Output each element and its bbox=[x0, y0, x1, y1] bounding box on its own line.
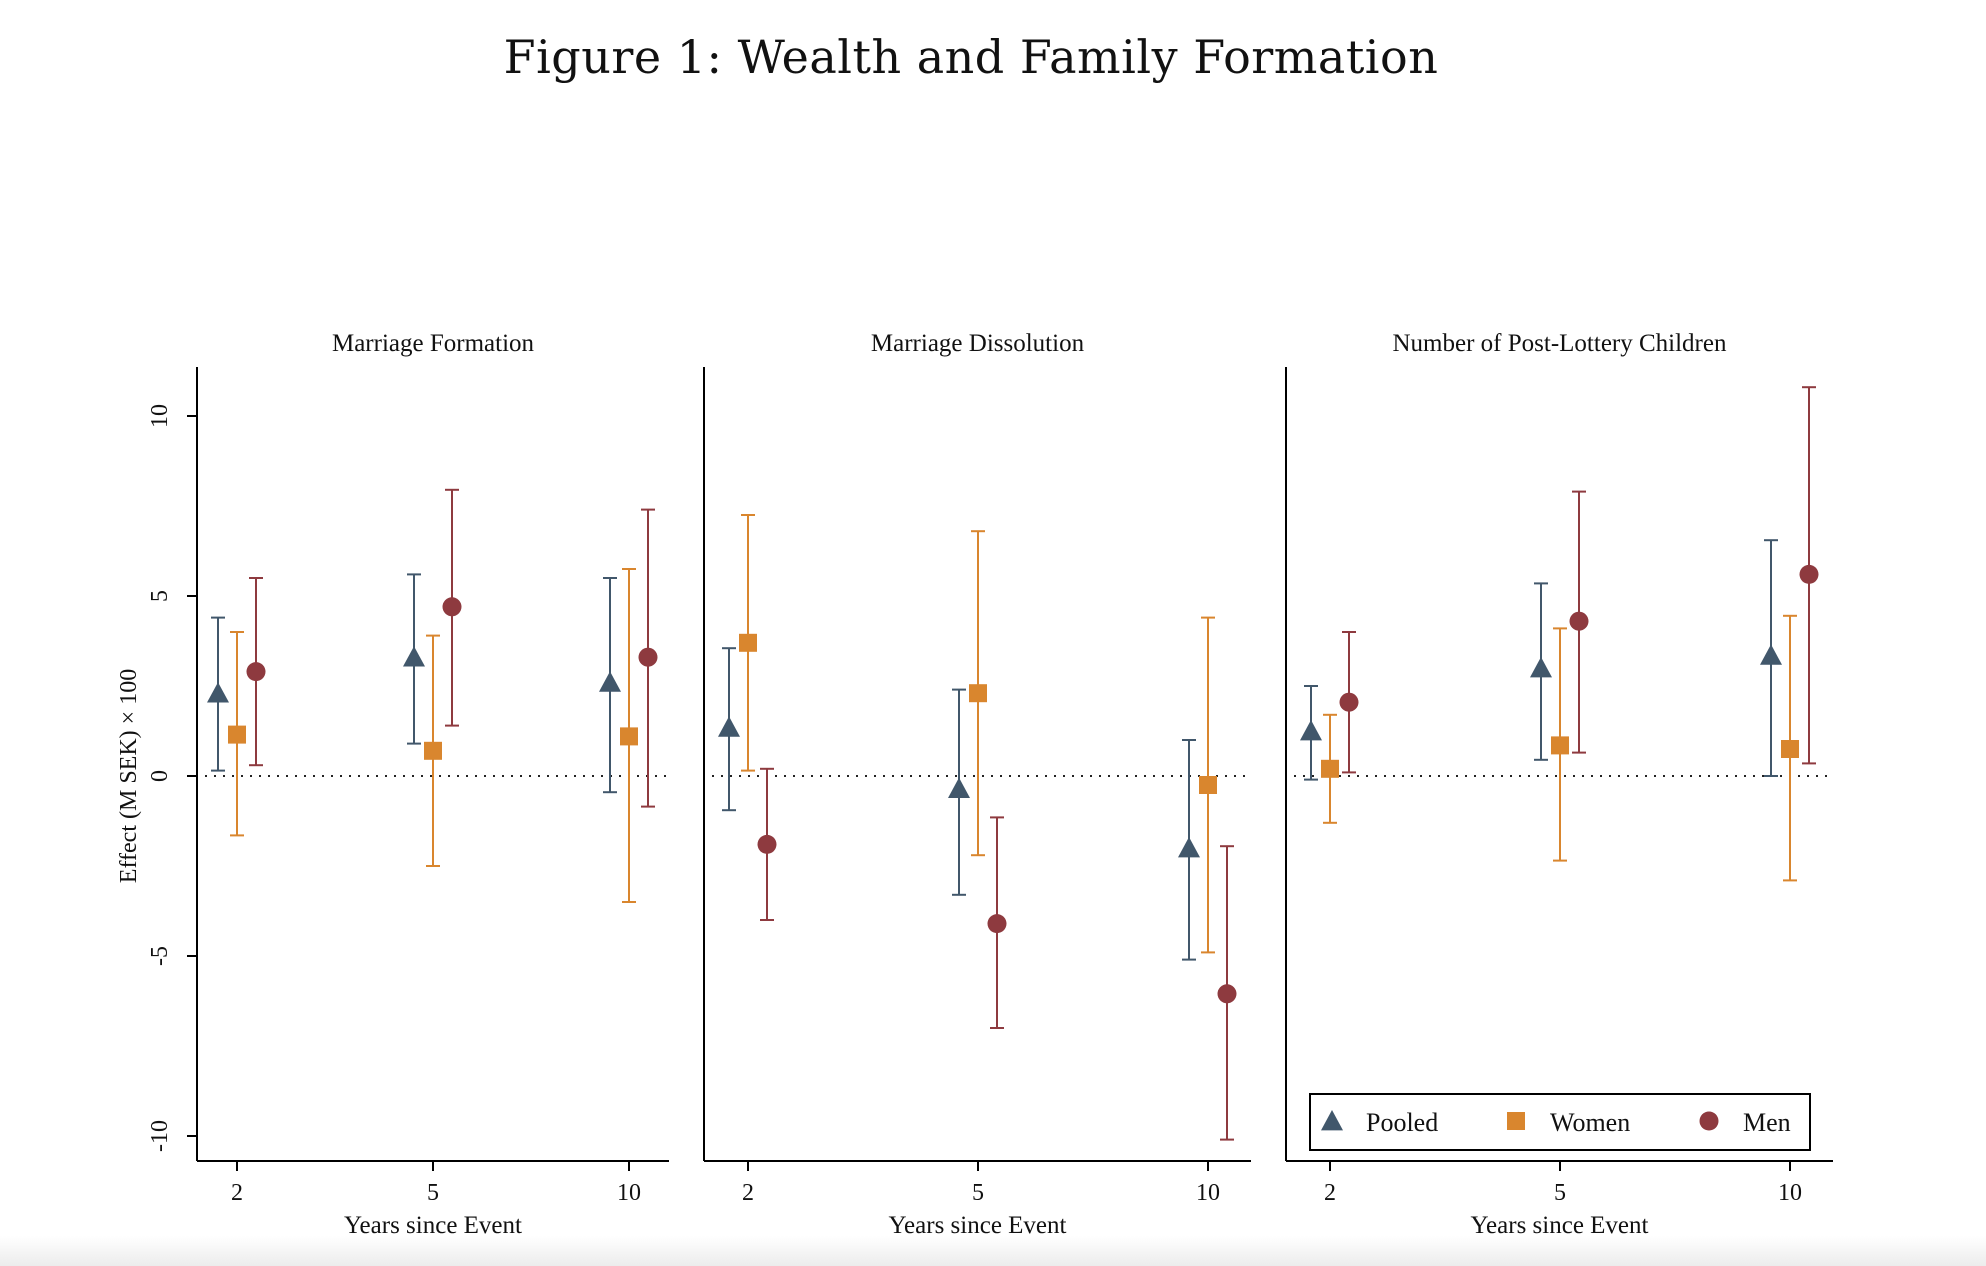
x-tick-label: 5 bbox=[427, 1180, 439, 1206]
legend-men-marker bbox=[1699, 1111, 1719, 1131]
pooled-point bbox=[1760, 644, 1782, 665]
legend: Pooled Women Men bbox=[1309, 1093, 1811, 1151]
women-point bbox=[1199, 776, 1217, 794]
x-tick-label: 10 bbox=[1196, 1180, 1220, 1206]
y-tick-label: 0 bbox=[147, 770, 173, 782]
men-point bbox=[757, 834, 777, 854]
legend-women-label: Women bbox=[1550, 1108, 1630, 1137]
x-tick-label: 5 bbox=[1554, 1180, 1566, 1206]
pooled-point bbox=[948, 777, 970, 798]
legend-men-label: Men bbox=[1743, 1108, 1791, 1137]
men-point bbox=[1799, 564, 1819, 584]
legend-pooled-label: Pooled bbox=[1366, 1108, 1438, 1137]
bottom-shadow bbox=[0, 1236, 1986, 1266]
panel-2-x-axis-label: Years since Event bbox=[889, 1212, 1067, 1239]
legend-women-marker bbox=[1507, 1112, 1525, 1130]
women-point bbox=[739, 633, 757, 652]
men-point bbox=[987, 914, 1007, 934]
pooled-point bbox=[207, 682, 229, 703]
x-tick-label: 2 bbox=[1324, 1180, 1336, 1206]
men-point bbox=[1339, 692, 1359, 712]
men-point bbox=[1217, 984, 1237, 1004]
y-axis-label: Effect (M SEK) × 100 bbox=[116, 669, 142, 883]
men-point bbox=[1569, 611, 1589, 631]
pooled-point bbox=[1300, 720, 1322, 741]
panel-3-x-axis-label: Years since Event bbox=[1471, 1212, 1649, 1239]
panel-3-title: Number of Post-Lottery Children bbox=[1393, 330, 1727, 357]
x-tick-label: 2 bbox=[231, 1180, 243, 1206]
figure-title: Figure 1: Wealth and Family Formation bbox=[503, 30, 1439, 84]
men-point bbox=[246, 662, 266, 682]
x-tick-label: 5 bbox=[972, 1180, 984, 1206]
y-tick-label: -10 bbox=[147, 1120, 173, 1152]
legend-pooled-marker bbox=[1321, 1110, 1343, 1131]
panel-2: Marriage Dissolution 2 5 10 Years since Even… bbox=[703, 330, 1251, 1239]
y-tick-label: 5 bbox=[147, 590, 173, 602]
men-point bbox=[442, 597, 462, 617]
legend-box bbox=[1309, 1093, 1811, 1151]
pooled-point bbox=[1178, 837, 1200, 858]
panel-3: Number of Post-Lottery Children 2 5 10 Years… bbox=[1285, 330, 1833, 1239]
pooled-point bbox=[1530, 657, 1552, 678]
women-point bbox=[424, 741, 442, 760]
women-point bbox=[620, 727, 638, 746]
women-point bbox=[228, 725, 246, 744]
panel-1-x-axis-label: Years since Event bbox=[344, 1212, 522, 1239]
x-tick-label: 2 bbox=[742, 1180, 754, 1206]
women-point bbox=[969, 684, 987, 703]
y-tick-label: 10 bbox=[147, 404, 173, 428]
pooled-point bbox=[599, 671, 621, 692]
women-point bbox=[1321, 759, 1339, 778]
y-tick-label: -5 bbox=[147, 946, 173, 966]
panel-2-title: Marriage Dissolution bbox=[871, 330, 1085, 357]
x-tick-label: 10 bbox=[617, 1180, 641, 1206]
pooled-point bbox=[403, 646, 425, 667]
women-point bbox=[1551, 736, 1569, 755]
pooled-point bbox=[718, 716, 740, 737]
panel-1-title: Marriage Formation bbox=[332, 330, 535, 357]
men-point bbox=[638, 647, 658, 667]
x-tick-label: 10 bbox=[1778, 1180, 1802, 1206]
panel-1: Marriage Formation 10 5 0 -5 -10 2 5 10 Years sin… bbox=[147, 330, 669, 1239]
women-point bbox=[1781, 740, 1799, 758]
